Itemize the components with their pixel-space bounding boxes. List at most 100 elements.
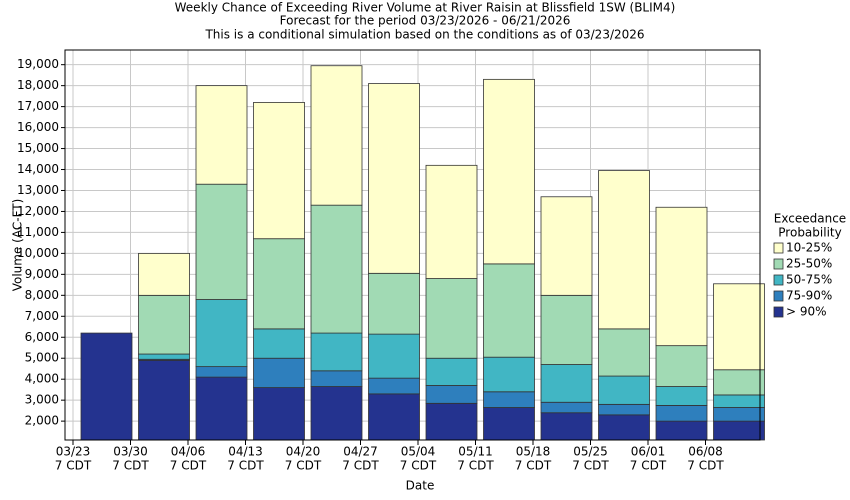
bar-segment	[138, 353, 190, 360]
bar-segment	[138, 294, 190, 355]
bar-segment	[425, 164, 478, 279]
x-tick-label: 7 CDT	[457, 459, 494, 473]
bar-segment	[310, 65, 363, 206]
legend-swatch	[773, 258, 784, 270]
bar-segment	[368, 377, 420, 395]
y-tick-label: 7,000	[25, 309, 59, 323]
bar-segment	[713, 283, 765, 371]
bar-segment	[138, 359, 190, 441]
bar-segment	[483, 356, 535, 393]
bar-segment	[368, 393, 420, 441]
x-tick-label: 7 CDT	[572, 459, 609, 473]
x-tick-label: 05/25	[573, 445, 608, 459]
legend-swatch	[773, 242, 784, 254]
bar-segment	[655, 386, 708, 406]
x-tick-label: 04/13	[228, 445, 263, 459]
bar-segment	[713, 369, 765, 396]
bar-segment	[310, 370, 363, 387]
y-tick-label: 19,000	[17, 57, 59, 71]
plot-frame	[64, 49, 761, 441]
legend-swatch	[773, 274, 784, 286]
x-axis-label: Date	[406, 479, 435, 493]
x-tick-label: 04/20	[286, 445, 321, 459]
y-tick-label: 14,000	[17, 162, 59, 176]
x-tick-label: 7 CDT	[112, 459, 149, 473]
y-tick-label: 10,000	[17, 246, 59, 260]
bar-segment	[483, 78, 535, 265]
y-tick-label: 18,000	[17, 78, 59, 92]
bar-segment	[540, 401, 593, 414]
y-tick-label: 6,000	[25, 330, 59, 344]
y-tick-label: 16,000	[17, 120, 59, 134]
bar-segment	[483, 263, 535, 358]
bar-segment	[195, 299, 248, 368]
x-tick-label: 7 CDT	[170, 459, 207, 473]
x-tick-label: 04/06	[171, 445, 206, 459]
bar-segment	[598, 375, 650, 405]
chart-note: This is a conditional simulation based o…	[204, 28, 644, 42]
bar-segment	[540, 412, 593, 441]
bar-segment	[540, 196, 593, 296]
bar-segment	[598, 403, 650, 416]
bar-segment	[310, 332, 363, 372]
legend-label: > 90%	[786, 305, 827, 319]
bar-segment	[598, 170, 650, 330]
x-tick-label: 7 CDT	[342, 459, 379, 473]
bar-segment	[598, 414, 650, 441]
x-tick-label: 04/27	[343, 445, 378, 459]
bar-segment	[425, 278, 478, 359]
bar-segment	[195, 366, 248, 378]
x-tick-label: 03/30	[113, 445, 148, 459]
legend-label: 75-90%	[786, 289, 832, 303]
bar-segment	[598, 328, 650, 377]
bar-segment	[253, 328, 305, 359]
bar-segment	[425, 402, 478, 441]
x-tick-label: 05/04	[401, 445, 436, 459]
x-tick-label: 7 CDT	[400, 459, 437, 473]
y-tick-label: 2,000	[25, 414, 59, 428]
x-tick-label: 05/18	[516, 445, 551, 459]
legend-swatch	[773, 290, 784, 302]
bar-segment	[655, 345, 708, 387]
bar-segment	[310, 204, 363, 334]
bar-segment	[655, 206, 708, 347]
y-tick-label: 4,000	[25, 372, 59, 386]
x-tick-label: 7 CDT	[515, 459, 552, 473]
y-tick-label: 12,000	[17, 204, 59, 218]
bar-segment	[195, 183, 248, 300]
bar-segment	[713, 420, 765, 441]
bar-segment	[713, 394, 765, 408]
legend-swatch	[773, 306, 784, 318]
x-tick-label: 7 CDT	[285, 459, 322, 473]
legend-title: Probability	[778, 226, 841, 240]
y-tick-label: 8,000	[25, 288, 59, 302]
chart-title: Weekly Chance of Exceeding River Volume …	[175, 1, 676, 15]
y-tick-label: 13,000	[17, 183, 59, 197]
y-tick-label: 9,000	[25, 267, 59, 281]
x-tick-label: 7 CDT	[630, 459, 667, 473]
bar-segment	[483, 407, 535, 441]
bar-segment	[425, 385, 478, 404]
bar-segment	[368, 333, 420, 379]
bar-segment	[253, 357, 305, 388]
chart-subtitle: Forecast for the period 03/23/2026 - 06/…	[280, 14, 571, 28]
y-axis-label: Volume (AC-FT)	[11, 199, 25, 292]
x-tick-label: 7 CDT	[687, 459, 724, 473]
bar-segment	[138, 252, 190, 296]
bar-segment	[425, 357, 478, 386]
bar-segment	[655, 405, 708, 422]
bar-segment	[713, 407, 765, 422]
x-tick-label: 05/11	[458, 445, 493, 459]
bar-segment	[195, 376, 248, 441]
x-tick-label: 7 CDT	[227, 459, 264, 473]
y-tick-label: 5,000	[25, 351, 59, 365]
bar-segment	[195, 85, 248, 185]
x-tick-label: 03/23	[56, 445, 91, 459]
legend-label: 25-50%	[786, 257, 832, 271]
bar-segment	[253, 387, 305, 441]
y-tick-label: 3,000	[25, 393, 59, 407]
bar-segment	[368, 272, 420, 335]
bar-segment	[253, 238, 305, 330]
bar-segment	[310, 386, 363, 441]
x-tick-label: 06/08	[688, 445, 723, 459]
